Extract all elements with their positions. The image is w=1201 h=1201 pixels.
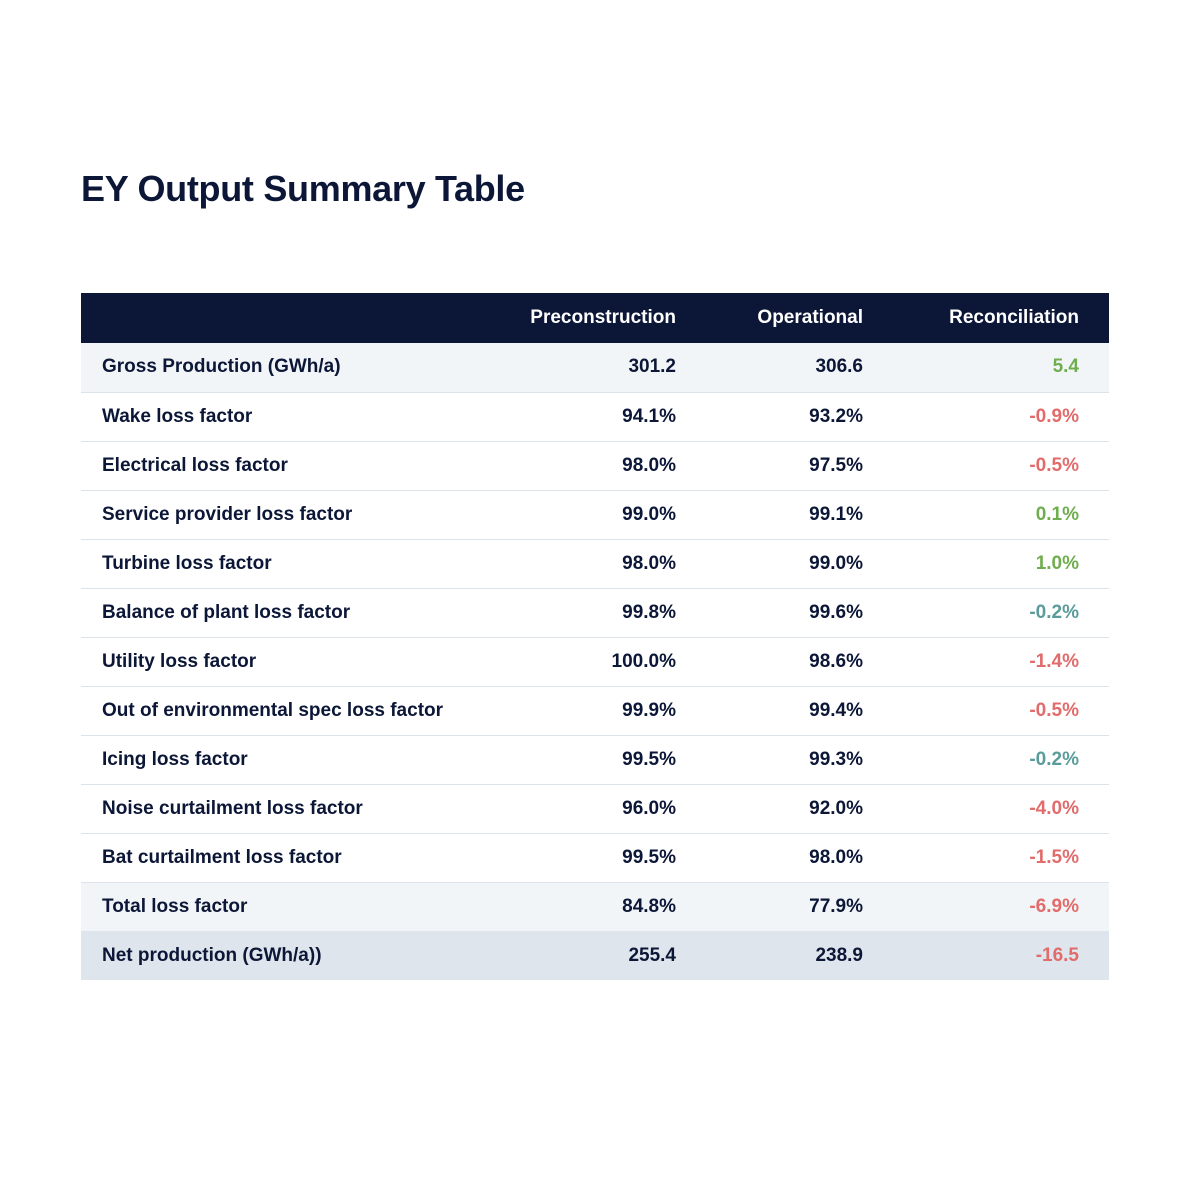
total-row: Total loss factor 84.8% 77.9% -6.9%	[81, 882, 1109, 931]
table-row: Gross Production (GWh/a) 301.2 306.6 5.4	[81, 343, 1109, 392]
reconciliation-value: -0.2%	[1029, 601, 1079, 623]
header-spacer	[1079, 293, 1109, 343]
reconciliation-value: -0.5%	[1029, 454, 1079, 476]
reconciliation-value: 0.1%	[1035, 503, 1079, 525]
preconstruction-value: 94.1%	[622, 405, 676, 427]
reconciliation-value: -4.0%	[1029, 797, 1079, 819]
operational-value: 77.9%	[809, 895, 863, 917]
table-row: Icing loss factor 99.5% 99.3% -0.2%	[81, 735, 1109, 784]
table-row: Service provider loss factor 99.0% 99.1%…	[81, 490, 1109, 539]
row-spacer	[1079, 490, 1109, 539]
row-spacer	[1079, 343, 1109, 392]
operational-value: 92.0%	[809, 797, 863, 819]
operational-value: 97.5%	[809, 454, 863, 476]
preconstruction-value: 255.4	[628, 944, 676, 966]
row-label: Turbine loss factor	[102, 552, 272, 574]
reconciliation-value: -0.2%	[1029, 748, 1079, 770]
reconciliation-value: -1.4%	[1029, 650, 1079, 672]
row-label: Gross Production (GWh/a)	[102, 356, 341, 378]
preconstruction-value: 99.5%	[622, 748, 676, 770]
operational-value: 238.9	[815, 944, 863, 966]
reconciliation-value: -16.5	[1035, 944, 1079, 966]
row-label: Net production (GWh/a))	[102, 944, 322, 966]
net-production-row: Net production (GWh/a)) 255.4 238.9 -16.…	[81, 931, 1109, 980]
row-spacer	[1079, 539, 1109, 588]
preconstruction-value: 98.0%	[622, 454, 676, 476]
reconciliation-value: 1.0%	[1035, 552, 1079, 574]
operational-value: 93.2%	[809, 405, 863, 427]
output-summary-table: Preconstruction Operational Reconciliati…	[81, 293, 1109, 980]
table-row: Bat curtailment loss factor 99.5% 98.0% …	[81, 833, 1109, 882]
row-spacer	[1079, 735, 1109, 784]
row-spacer	[1079, 686, 1109, 735]
row-label: Utility loss factor	[102, 650, 257, 672]
operational-value: 306.6	[815, 356, 863, 378]
table-row: Turbine loss factor 98.0% 99.0% 1.0%	[81, 539, 1109, 588]
header-label	[81, 293, 501, 343]
reconciliation-value: -6.9%	[1029, 895, 1079, 917]
row-spacer	[1079, 833, 1109, 882]
row-label: Icing loss factor	[102, 748, 248, 770]
table-header-row: Preconstruction Operational Reconciliati…	[81, 293, 1109, 343]
row-spacer	[1079, 931, 1109, 980]
table-row: Balance of plant loss factor 99.8% 99.6%…	[81, 588, 1109, 637]
table-row: Out of environmental spec loss factor 99…	[81, 686, 1109, 735]
preconstruction-value: 99.5%	[622, 846, 676, 868]
preconstruction-value: 96.0%	[622, 797, 676, 819]
header-preconstruction: Preconstruction	[530, 307, 676, 328]
table-row: Wake loss factor 94.1% 93.2% -0.9%	[81, 392, 1109, 441]
table-row: Utility loss factor 100.0% 98.6% -1.4%	[81, 637, 1109, 686]
table-row: Noise curtailment loss factor 96.0% 92.0…	[81, 784, 1109, 833]
reconciliation-value: -1.5%	[1029, 846, 1079, 868]
row-spacer	[1079, 588, 1109, 637]
row-label: Total loss factor	[102, 895, 248, 917]
preconstruction-value: 99.9%	[622, 699, 676, 721]
row-spacer	[1079, 392, 1109, 441]
row-label: Noise curtailment loss factor	[102, 797, 363, 819]
header-operational: Operational	[757, 307, 863, 328]
preconstruction-value: 301.2	[628, 356, 676, 378]
operational-value: 99.4%	[809, 699, 863, 721]
preconstruction-value: 84.8%	[622, 895, 676, 917]
reconciliation-value: -0.9%	[1029, 405, 1079, 427]
page-title: EY Output Summary Table	[81, 168, 525, 209]
row-label: Wake loss factor	[102, 405, 253, 427]
row-label: Service provider loss factor	[102, 503, 353, 525]
row-label: Out of environmental spec loss factor	[102, 699, 444, 721]
operational-value: 99.0%	[809, 552, 863, 574]
operational-value: 99.3%	[809, 748, 863, 770]
preconstruction-value: 99.8%	[622, 601, 676, 623]
row-spacer	[1079, 441, 1109, 490]
row-spacer	[1079, 784, 1109, 833]
row-spacer	[1079, 882, 1109, 931]
row-label: Electrical loss factor	[102, 454, 288, 476]
reconciliation-value: 5.4	[1052, 356, 1079, 378]
row-spacer	[1079, 637, 1109, 686]
operational-value: 98.0%	[809, 846, 863, 868]
preconstruction-value: 98.0%	[622, 552, 676, 574]
row-label: Balance of plant loss factor	[102, 601, 351, 623]
operational-value: 99.1%	[809, 503, 863, 525]
preconstruction-value: 100.0%	[611, 650, 676, 672]
reconciliation-value: -0.5%	[1029, 699, 1079, 721]
row-label: Bat curtailment loss factor	[102, 846, 342, 868]
header-reconciliation: Reconciliation	[949, 307, 1079, 328]
operational-value: 98.6%	[809, 650, 863, 672]
operational-value: 99.6%	[809, 601, 863, 623]
preconstruction-value: 99.0%	[622, 503, 676, 525]
table-row: Electrical loss factor 98.0% 97.5% -0.5%	[81, 441, 1109, 490]
